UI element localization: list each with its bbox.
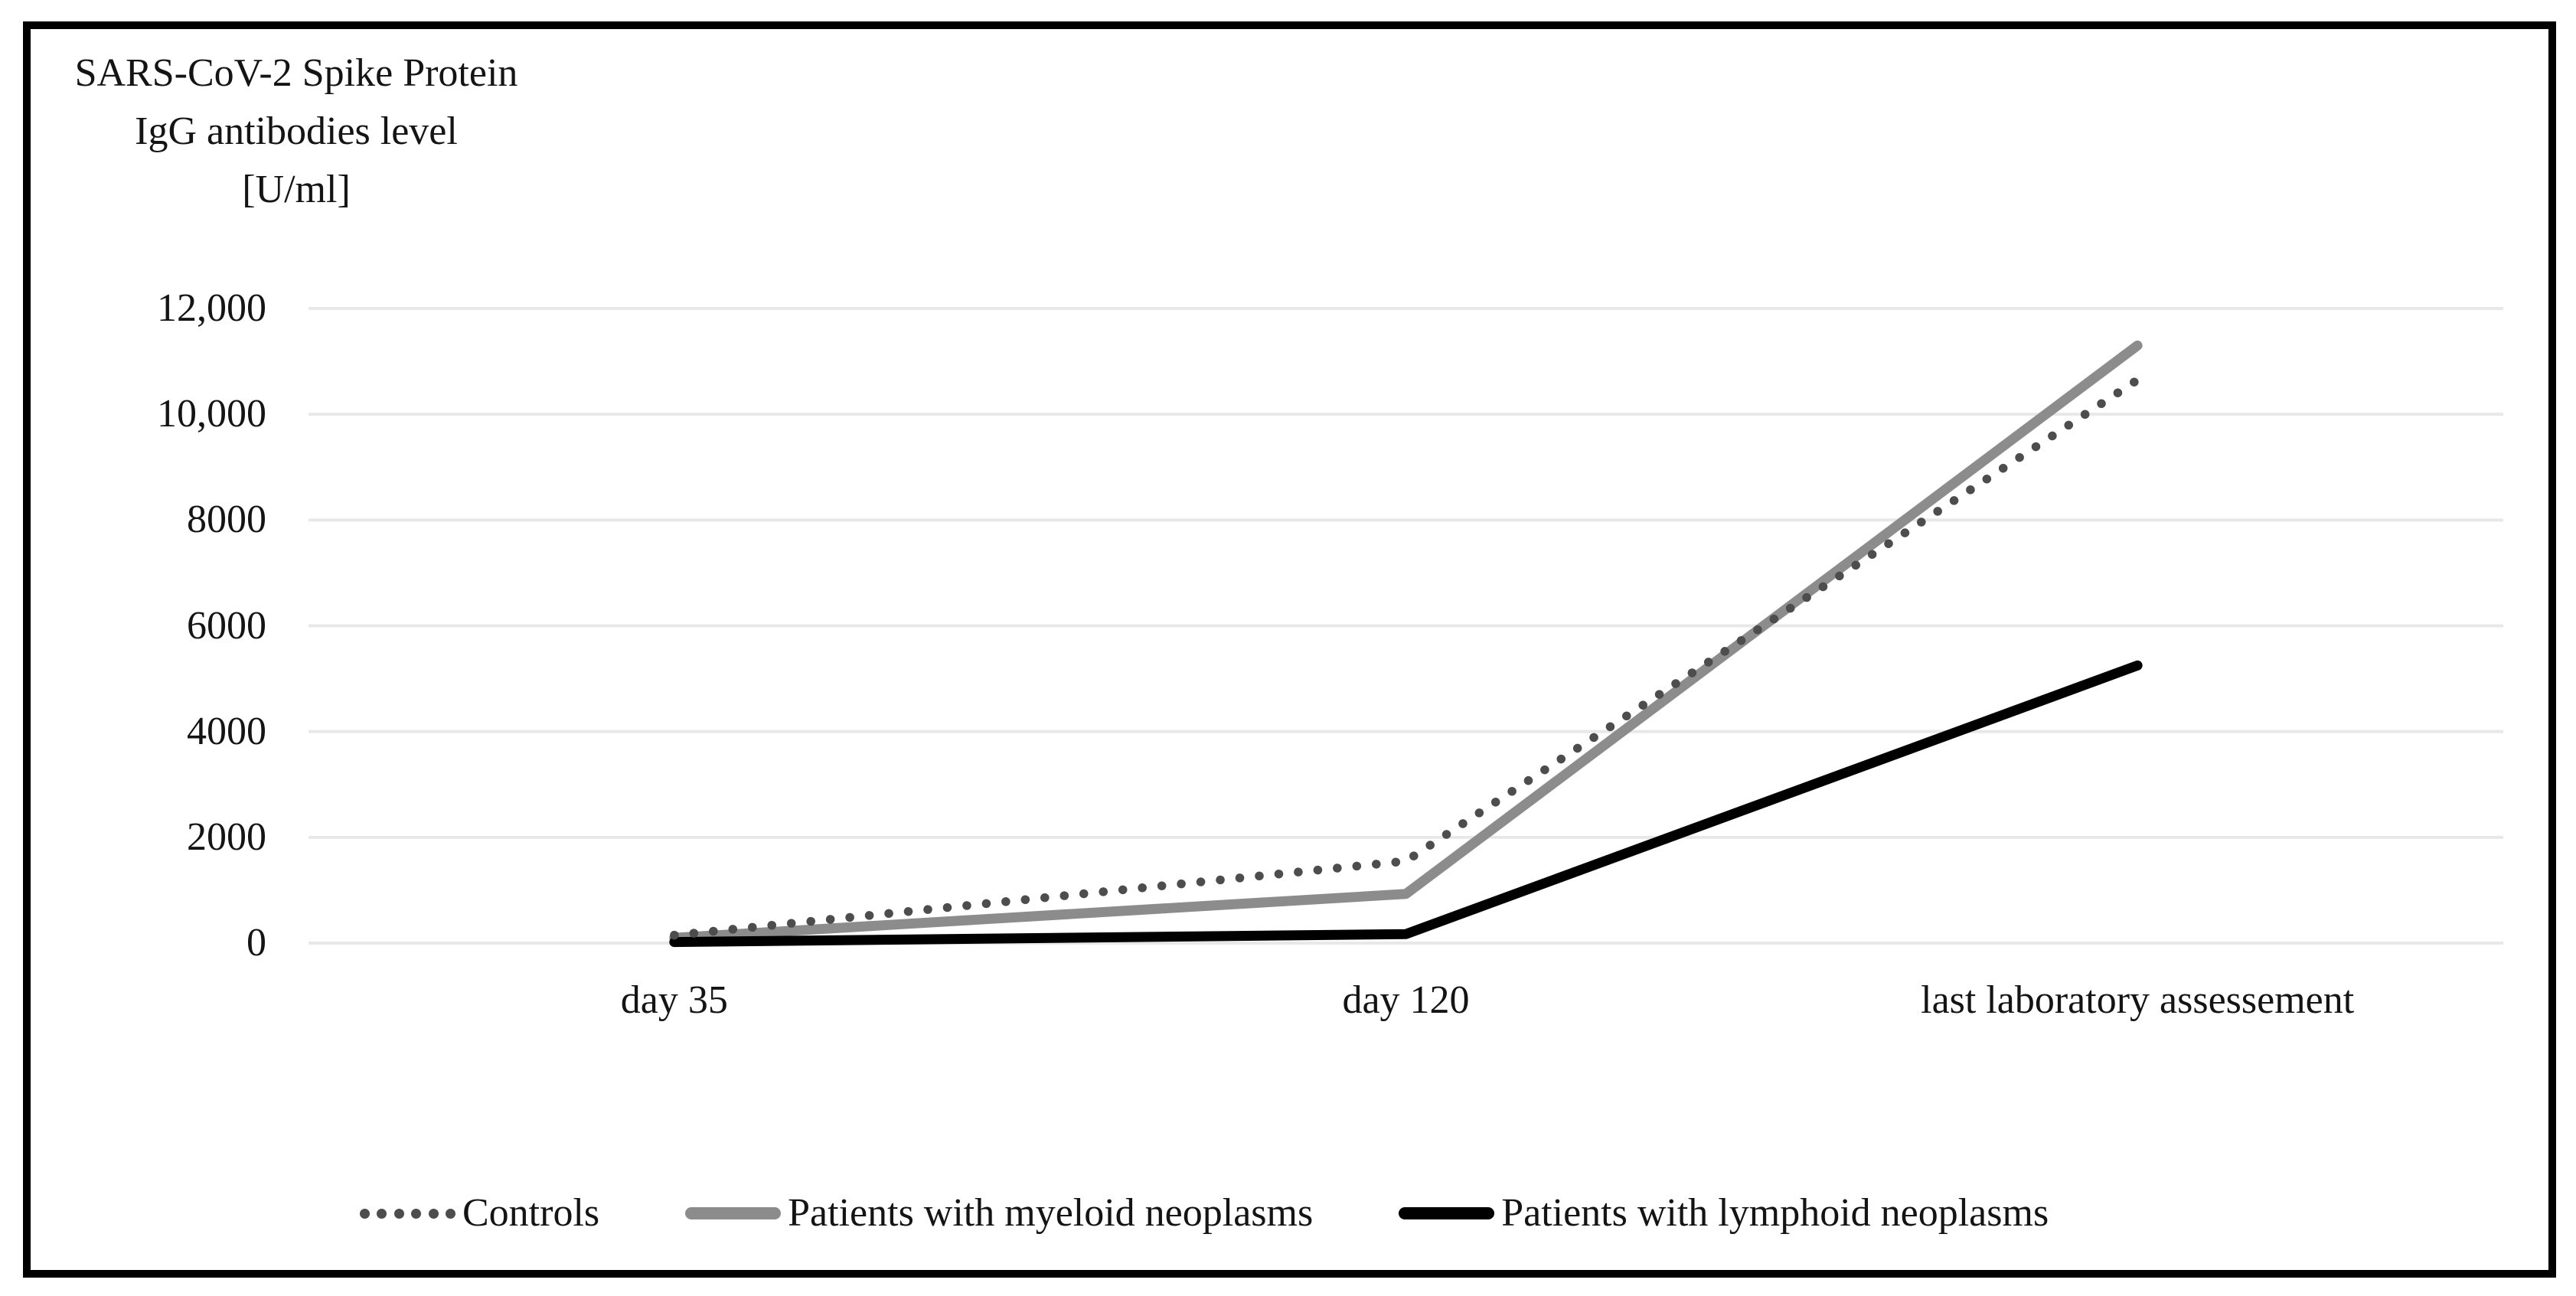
y-tick-label: 12,000 — [157, 286, 266, 330]
solid-line-swatch-icon — [685, 1207, 782, 1219]
legend-dot — [393, 1208, 404, 1219]
legend-dot — [445, 1208, 455, 1219]
series-line-controls — [670, 375, 2142, 940]
legend-item-patients-with-lymphoid-neoplasms: Patients with lymphoid neoplasms — [1399, 1190, 2049, 1237]
legend-item-patients-with-myeloid-neoplasms: Patients with myeloid neoplasms — [685, 1190, 1313, 1237]
legend-dot — [411, 1208, 422, 1219]
x-category-label: day 35 — [620, 978, 728, 1022]
legend-dot — [377, 1208, 387, 1219]
figure-border — [23, 21, 2556, 1278]
y-tick-label: 6000 — [187, 603, 266, 648]
y-tick-label: 8000 — [187, 498, 266, 542]
series-line-patients-with-lymphoid-neoplasms — [669, 660, 2143, 948]
legend-label: Patients with myeloid neoplasms — [788, 1191, 1314, 1235]
y-tick-label: 4000 — [187, 709, 266, 753]
dotted-line-swatch-icon — [360, 1208, 455, 1219]
series-line-patients-with-myeloid-neoplasms — [669, 340, 2143, 943]
chart-title: SARS-CoV-2 Spike Protein IgG antibodies … — [74, 51, 518, 211]
legend-dot — [360, 1208, 370, 1219]
legend-dot — [428, 1208, 439, 1219]
legend-label: Controls — [462, 1191, 600, 1235]
y-tick-label: 2000 — [187, 814, 266, 859]
solid-line-swatch-icon — [1399, 1207, 1495, 1219]
y-tick-label: 0 — [246, 921, 266, 965]
legend-label: Patients with lymphoid neoplasms — [1501, 1191, 2049, 1235]
legend-item-controls: Controls — [360, 1190, 599, 1237]
y-tick-label: 10,000 — [157, 392, 266, 436]
legend: Controls Patients with myeloid neoplasms P… — [360, 1185, 2049, 1242]
x-category-label: last laboratory assessement — [1921, 978, 2355, 1022]
x-category-label: day 120 — [1342, 978, 1470, 1022]
